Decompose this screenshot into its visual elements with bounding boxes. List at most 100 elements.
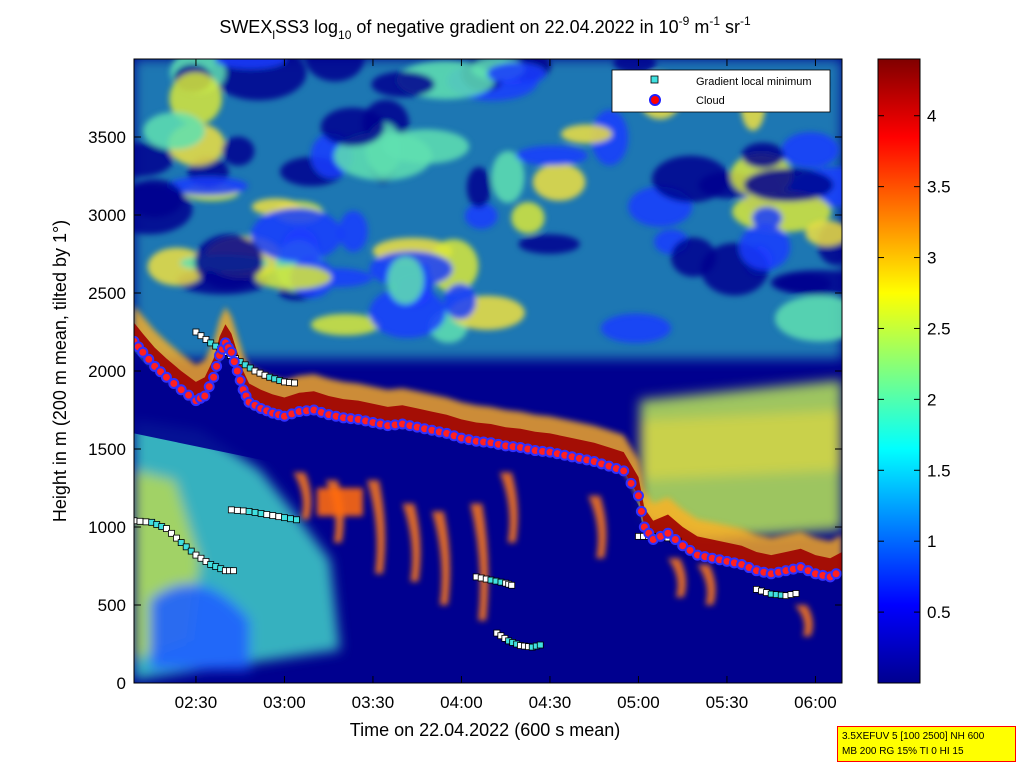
x-tick-label: 03:30 <box>352 693 395 712</box>
heatmap-patch <box>211 59 307 101</box>
y-tick-label: 3500 <box>88 128 126 147</box>
cloud-marker <box>199 390 211 402</box>
colorbar-ticks: 0.5 1 1.5 2 2.5 3 3.5 4 <box>878 107 951 622</box>
gradient-local-minimum-marker <box>251 509 259 516</box>
gradient-local-minimum-marker <box>163 525 170 532</box>
y-tick-label: 0 <box>117 674 126 693</box>
heatmap-patch <box>739 224 791 270</box>
heatmap-patch <box>338 210 368 252</box>
x-axis: 02:30 03:00 03:30 04:00 04:30 05:00 05:30 06:00 <box>175 59 837 712</box>
virga-streak <box>697 564 716 605</box>
x-axis-label: Time on 22.04.2022 (600 s mean) <box>350 720 621 740</box>
y-tick-label: 2500 <box>88 284 126 303</box>
colorbar-tick-label: 3.5 <box>927 178 951 197</box>
gradient-local-minimum-marker <box>233 506 241 514</box>
virga-streak <box>588 495 607 559</box>
gradient-local-minimum-marker <box>508 581 516 589</box>
heatmap-patch <box>651 155 730 203</box>
virga-streak <box>402 503 421 582</box>
cloud-marker <box>635 505 647 517</box>
heatmap-patch <box>320 107 385 147</box>
heatmap-patch <box>741 142 785 169</box>
cloud-marker <box>137 346 149 358</box>
heatmap-patch <box>387 256 424 305</box>
virga-streak <box>794 605 813 637</box>
colorbar: 0.5 1 1.5 2 2.5 3 3.5 4 <box>877 58 951 684</box>
heatmap-patch <box>491 151 525 204</box>
x-tick-label: 05:30 <box>706 693 749 712</box>
gradient-local-minimum-marker <box>792 590 800 597</box>
virga-streaks <box>293 472 813 637</box>
heatmap-patch <box>532 163 586 201</box>
virga-streak <box>499 472 518 543</box>
gradient-local-minimum-marker <box>257 510 265 517</box>
cloud-marker <box>632 490 644 502</box>
gradient-local-minimum-marker <box>293 516 300 524</box>
heatmap-patch <box>194 234 264 289</box>
gradient-local-minimum-marker <box>245 507 253 515</box>
heatmap-patch <box>134 142 174 177</box>
heatmap-patch <box>560 124 613 144</box>
heatmap-patches <box>134 59 842 343</box>
y-tick-label: 1000 <box>88 518 126 537</box>
heatmap-patch <box>134 179 184 218</box>
legend-entry-cloud: Cloud <box>696 95 725 107</box>
x-tick-label: 04:00 <box>440 693 483 712</box>
info-line-2: MB 200 RG 15% TI 0 HI 15 <box>842 746 964 757</box>
gradient-local-minimum-marker <box>263 511 271 518</box>
cloud-marker <box>231 365 243 377</box>
cloud-marker <box>830 568 842 580</box>
heatmap-patch <box>743 168 834 202</box>
heatmap-patch <box>310 313 381 336</box>
cloud-marker <box>175 384 187 396</box>
heatmap-patch <box>600 313 672 343</box>
heatmap-patch <box>371 71 435 98</box>
heatmap-patch <box>486 62 547 85</box>
heatmap-patch <box>770 270 842 296</box>
x-tick-label: 06:00 <box>794 693 837 712</box>
colorbar-tick-label: 0.5 <box>927 603 951 622</box>
gradient-local-minimum-marker <box>536 641 544 649</box>
heatmap-patch <box>515 145 588 166</box>
heatmap-patch <box>383 129 470 164</box>
cloud-marker <box>669 533 681 545</box>
legend-circle-marker <box>649 94 661 106</box>
heatmap-patch <box>221 136 255 166</box>
gradient-local-minimum-marker <box>227 506 235 514</box>
y-tick-label: 2000 <box>88 362 126 381</box>
settings-info-box: 3.5XEFUV 5 [100 2500] NH 600 MB 200 RG 1… <box>837 726 1016 762</box>
gradient-local-minimum-marker <box>136 517 144 525</box>
x-tick-label: 04:30 <box>529 693 572 712</box>
gradient-local-minimum-marker <box>187 547 195 555</box>
gradient-local-minimum-marker <box>202 336 210 343</box>
heatmap-patch <box>214 59 287 69</box>
heatmap-patch <box>147 247 207 286</box>
y-axis-label: Height in m (200 m mean, tilted by 1°) <box>50 220 70 522</box>
heatmap-patch <box>251 207 343 262</box>
heatmap-patch <box>751 206 783 230</box>
cloud-marker <box>618 465 630 477</box>
cloud-marker <box>208 371 220 383</box>
gradient-local-minimum-marker <box>269 512 277 519</box>
heatmap-patch <box>305 59 365 82</box>
virga-streak <box>667 558 687 598</box>
gradient-local-minimum-marker <box>192 328 200 336</box>
gradient-local-minimum-marker <box>281 514 288 522</box>
cloud-marker <box>183 389 195 401</box>
gradient-local-minimum-marker <box>275 513 283 521</box>
cloud-marker <box>228 356 240 368</box>
colorbar-gradient <box>877 58 921 684</box>
gradient-local-minimum-marker <box>182 543 190 551</box>
heatmap-patch <box>511 201 545 234</box>
colorbar-tick-label: 1.5 <box>927 461 951 480</box>
heatmap-patch <box>805 220 842 247</box>
heatmap-patch <box>443 283 477 320</box>
cloud-marker <box>211 360 223 372</box>
colorbar-tick-label: 1 <box>927 532 936 551</box>
x-tick-label: 05:00 <box>617 693 660 712</box>
heatmap-patch <box>369 287 446 339</box>
colorbar-tick-label: 2 <box>927 390 936 409</box>
x-tick-label: 03:00 <box>263 693 306 712</box>
info-line-1: 3.5XEFUV 5 [100 2500] NH 600 <box>842 731 985 742</box>
